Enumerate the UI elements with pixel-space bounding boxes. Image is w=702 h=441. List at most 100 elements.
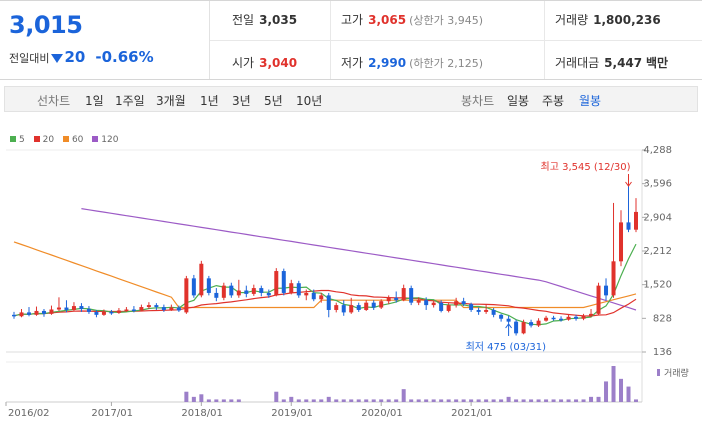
candle-body bbox=[154, 305, 159, 308]
candle-body bbox=[349, 305, 354, 313]
candle-day[interactable]: 일봉 bbox=[507, 94, 530, 108]
volume-bar bbox=[536, 399, 541, 402]
candle-body bbox=[596, 285, 601, 314]
volume-bar bbox=[349, 399, 354, 402]
volume-info: 거래량 1,800,236 bbox=[555, 13, 661, 27]
volume-bar bbox=[401, 389, 406, 402]
candle-body bbox=[356, 305, 361, 310]
volume-bar bbox=[469, 399, 474, 402]
candle-week[interactable]: 주봉 bbox=[542, 94, 565, 108]
volume-bar bbox=[521, 399, 526, 402]
volume-bar bbox=[581, 399, 586, 402]
candle-body bbox=[626, 222, 631, 230]
price-box: 3,015 전일대비 20 -0.66% bbox=[0, 1, 210, 79]
candle-body bbox=[341, 305, 346, 313]
candle-month[interactable]: 월봉 bbox=[579, 94, 602, 108]
candle-body bbox=[454, 301, 459, 306]
candle-body bbox=[49, 309, 54, 314]
volume-bar bbox=[484, 399, 489, 402]
candle-body bbox=[26, 312, 31, 315]
ma5-line bbox=[13, 243, 637, 326]
open-price: 시가 3,040 bbox=[232, 56, 298, 70]
candle-body bbox=[566, 316, 571, 320]
volume-axis-label: 거래량 bbox=[664, 367, 689, 379]
candle-body bbox=[214, 292, 219, 298]
y-tick-label: 3,596 bbox=[643, 179, 672, 190]
volume-bar bbox=[191, 396, 196, 402]
candle-body bbox=[416, 300, 421, 303]
period-5y[interactable]: 5년 bbox=[264, 94, 283, 108]
low-price: 저가 2,990 (하한가 2,125) bbox=[341, 56, 483, 70]
volume-bar bbox=[574, 399, 579, 402]
low-arrow-icon bbox=[505, 323, 513, 336]
candle-body bbox=[124, 309, 129, 311]
candle-body bbox=[334, 305, 339, 310]
trade-amount: 거래대금 5,447 백만 bbox=[555, 56, 669, 70]
volume-bar bbox=[386, 399, 391, 402]
volume-bar bbox=[274, 391, 279, 402]
candle-body bbox=[604, 285, 609, 296]
y-tick-label: 2,904 bbox=[643, 212, 672, 223]
volume-bar bbox=[319, 399, 324, 402]
candle-body bbox=[169, 307, 174, 310]
period-1d[interactable]: 1일 bbox=[85, 94, 104, 108]
period-1w[interactable]: 1주일 bbox=[115, 94, 145, 108]
y-tick-label: 4,288 bbox=[643, 145, 672, 156]
candle-body bbox=[394, 297, 399, 301]
period-10y[interactable]: 10년 bbox=[296, 94, 323, 108]
volume-bar bbox=[394, 399, 399, 402]
x-tick-label: 2018/01 bbox=[181, 408, 223, 419]
volume-bar bbox=[559, 399, 564, 402]
ma60-swatch bbox=[62, 136, 69, 142]
candle-body bbox=[281, 271, 286, 293]
x-tick-label: 2017/01 bbox=[91, 408, 133, 419]
change-row: 전일대비 20 -0.66% bbox=[9, 48, 154, 66]
candle-body bbox=[146, 305, 151, 308]
high-price: 고가 3,065 (상한가 3,945) bbox=[341, 13, 483, 27]
ma20-label: 20 bbox=[42, 135, 55, 145]
volume-bar bbox=[281, 399, 286, 402]
volume-bar bbox=[371, 399, 376, 402]
candle-body bbox=[499, 314, 504, 319]
volume-bar bbox=[379, 399, 384, 402]
ma60-line bbox=[13, 241, 637, 309]
candle-body bbox=[64, 307, 69, 310]
period-3m[interactable]: 3개월 bbox=[156, 94, 186, 108]
candle-body bbox=[229, 285, 234, 296]
volume-bar bbox=[296, 399, 301, 402]
volume-bar bbox=[499, 399, 504, 402]
ma120-swatch bbox=[92, 136, 99, 142]
volume-bar bbox=[356, 399, 361, 402]
candle-body bbox=[34, 310, 39, 315]
volume-bar bbox=[326, 396, 331, 402]
volume-bar bbox=[619, 378, 624, 402]
period-1y[interactable]: 1년 bbox=[200, 94, 219, 108]
volume-bar bbox=[529, 399, 534, 402]
y-tick-label: 2,212 bbox=[643, 246, 672, 257]
candle-body bbox=[94, 311, 99, 315]
high-arrow-icon bbox=[625, 174, 632, 187]
current-price: 3,015 bbox=[9, 11, 83, 39]
volume-bar bbox=[199, 394, 204, 402]
candle-body bbox=[559, 318, 564, 321]
x-tick-label: 2020/01 bbox=[361, 408, 403, 419]
period-3y[interactable]: 3년 bbox=[232, 94, 251, 108]
volume-bar bbox=[491, 399, 496, 402]
change-value: 20 bbox=[64, 48, 86, 66]
candle-body bbox=[176, 307, 181, 311]
low-annotation: 최저 475 (03/31) bbox=[466, 341, 547, 353]
candle-body bbox=[371, 302, 376, 308]
ma20-swatch bbox=[33, 136, 40, 142]
volume-bar bbox=[229, 399, 234, 402]
candle-body bbox=[311, 292, 316, 300]
x-tick-label: 2016/02 bbox=[8, 408, 50, 419]
volume-bar bbox=[634, 399, 638, 402]
volume-bar bbox=[364, 399, 369, 402]
candle-body bbox=[259, 288, 264, 293]
volume-bar bbox=[311, 399, 316, 402]
line-chart-label: 선차트 bbox=[37, 94, 71, 108]
ma20-line bbox=[13, 289, 637, 317]
candle-body bbox=[401, 288, 406, 301]
candle-body bbox=[236, 290, 241, 296]
